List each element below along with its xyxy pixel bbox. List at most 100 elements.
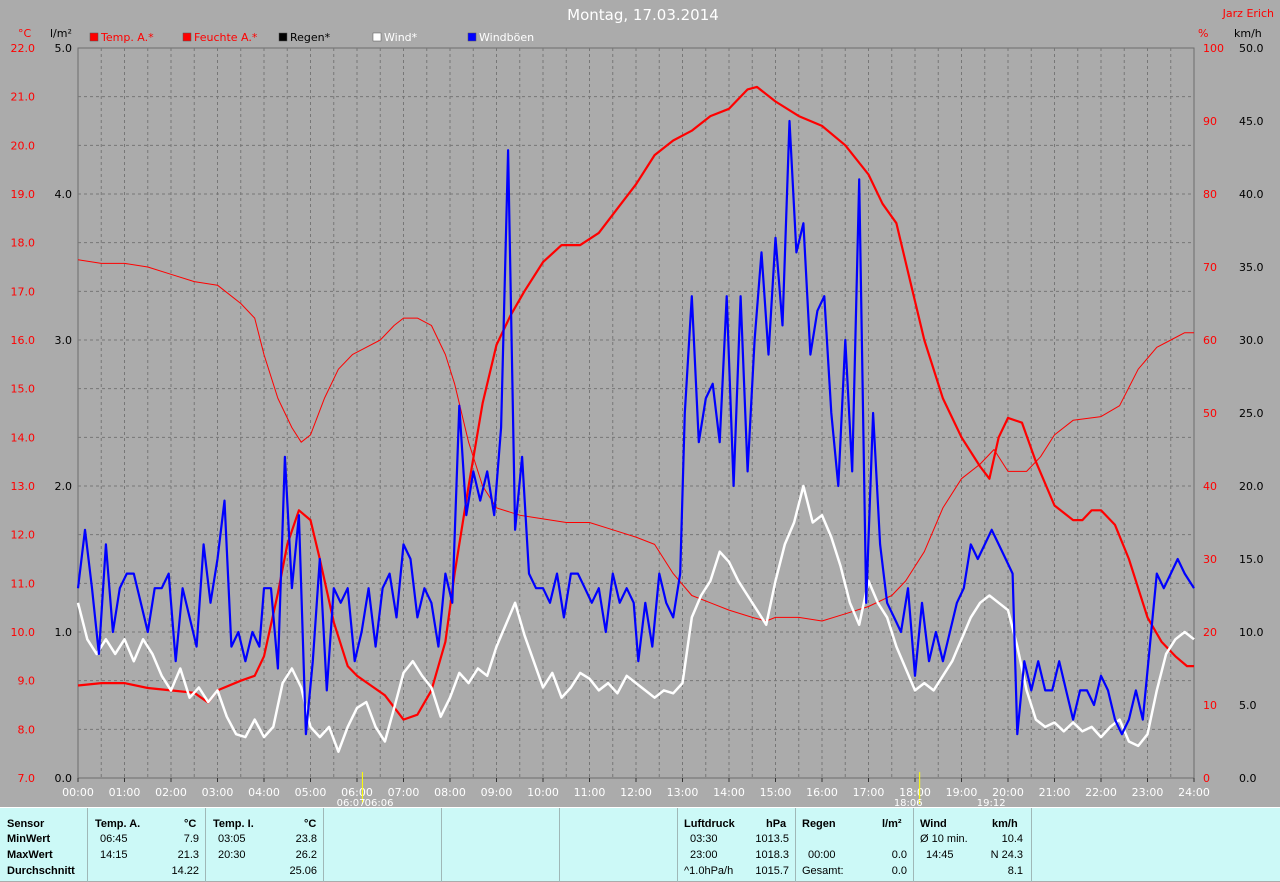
x-tick-label: 05:00 — [295, 786, 327, 799]
rain-tick-label: 4.0 — [55, 188, 73, 201]
x-tick-label: 20:00 — [992, 786, 1024, 799]
legend-label: Wind* — [384, 31, 418, 44]
temp-i-max-value: 26.2 — [295, 849, 317, 861]
pressure-max-time: 23:00 — [690, 849, 718, 861]
x-tick-label: 01:00 — [109, 786, 141, 799]
temp-tick-label: 17.0 — [11, 285, 36, 298]
rain-unit: l/m² — [882, 818, 902, 830]
wind-tick-label: 35.0 — [1239, 261, 1264, 274]
series-wind — [76, 484, 1195, 753]
x-tick-label: 10:00 — [527, 786, 559, 799]
marker-label: 18:06 — [894, 798, 923, 807]
wind-tick-label: 30.0 — [1239, 334, 1264, 347]
stats-temp-a-column: Temp. A. °C 06:45 7.9 14:15 21.3 14.22 — [88, 808, 206, 882]
stats-empty-column-3 — [560, 808, 678, 882]
chart-title: Montag, 17.03.2014 — [567, 6, 719, 24]
pressure-unit: hPa — [766, 818, 787, 830]
legend-swatch — [278, 32, 288, 42]
chart-axes: 00:00 01:00 02:00 03:00 04:00 05:00 06:00 07:00… — [11, 42, 1264, 799]
temp-tick-label: 20.0 — [11, 139, 36, 152]
unit-rain-label: l/m² — [50, 27, 72, 40]
legend-label: Regen* — [290, 31, 331, 44]
temp-tick-label: 21.0 — [11, 91, 36, 104]
x-tick-label: 14:00 — [713, 786, 745, 799]
temp-a-avg-value: 14.22 — [171, 865, 199, 877]
pressure-trend-label: ^1.0hPa/h — [684, 865, 734, 877]
x-tick-label: 15:00 — [760, 786, 792, 799]
x-tick-label: 17:00 — [853, 786, 885, 799]
pressure-min-value: 1013.5 — [755, 833, 789, 845]
temp-i-max-time: 20:30 — [218, 849, 246, 861]
rain-tick-label: 2.0 — [55, 480, 73, 493]
temp-i-header: Temp. I. — [213, 818, 254, 830]
series-windb-en — [76, 119, 1195, 736]
temp-a-unit: °C — [184, 818, 197, 830]
x-tick-label: 11:00 — [574, 786, 606, 799]
humidity-tick-label: 10 — [1203, 699, 1217, 712]
stats-wind-column: Wind km/h Ø 10 min. 10.4 14:45 N 24.3 8.… — [914, 808, 1032, 882]
unit-humidity-label: % — [1198, 27, 1208, 40]
humidity-tick-label: 70 — [1203, 261, 1217, 274]
stats-empty-column-2 — [442, 808, 560, 882]
x-tick-label: 13:00 — [667, 786, 699, 799]
unit-temp-label: °C — [18, 27, 32, 40]
wind-tick-label: 5.0 — [1239, 699, 1257, 712]
humidity-tick-label: 90 — [1203, 115, 1217, 128]
x-tick-label: 02:00 — [155, 786, 187, 799]
legend-label: Windböen — [479, 31, 534, 44]
humidity-tick-label: 40 — [1203, 480, 1217, 493]
min-row-label: MinWert — [7, 833, 51, 845]
pressure-min-time: 03:30 — [690, 833, 718, 845]
temp-tick-label: 13.0 — [11, 480, 36, 493]
rain-total-value: 0.0 — [891, 865, 907, 877]
unit-wind-label: km/h — [1234, 27, 1262, 40]
pressure-header: Luftdruck — [684, 818, 735, 830]
x-tick-label: 08:00 — [434, 786, 466, 799]
temp-i-avg-value: 25.06 — [289, 865, 317, 877]
temp-tick-label: 8.0 — [18, 723, 36, 736]
legend-swatch — [89, 32, 99, 42]
wind-unit: km/h — [992, 818, 1018, 830]
temp-tick-label: 15.0 — [11, 383, 36, 396]
legend-label: Feuchte A.* — [194, 31, 258, 44]
humidity-tick-label: 50 — [1203, 407, 1217, 420]
sensor-header: Sensor — [7, 818, 45, 830]
x-tick-label: 21:00 — [1039, 786, 1071, 799]
marker-label: 06:07 — [337, 798, 366, 807]
rain-max-time: 00:00 — [808, 849, 836, 861]
rain-max-value: 0.0 — [891, 849, 907, 861]
x-tick-label: 16:00 — [806, 786, 838, 799]
marker-label: 19:12 — [977, 798, 1006, 807]
chart-series — [76, 85, 1195, 753]
pressure-max-value: 1018.3 — [755, 849, 789, 861]
wind-avg-value: 10.4 — [1001, 833, 1023, 845]
x-tick-label: 00:00 — [62, 786, 94, 799]
x-tick-label: 22:00 — [1085, 786, 1117, 799]
x-tick-label: 24:00 — [1178, 786, 1210, 799]
temp-a-max-value: 21.3 — [177, 849, 199, 861]
temp-tick-label: 9.0 — [18, 675, 36, 688]
wind-header: Wind — [920, 818, 947, 830]
stats-pressure-column: Luftdruck hPa 03:30 1013.5 23:00 1018.3 … — [678, 808, 796, 882]
x-tick-label: 06:00 — [341, 786, 373, 799]
x-tick-label: 19:00 — [946, 786, 978, 799]
wind-tick-label: 0.0 — [1239, 772, 1257, 785]
stats-temp-i-column: Temp. I. °C 03:05 23.8 20:30 26.2 25.06 — [206, 808, 324, 882]
rain-tick-label: 3.0 — [55, 334, 73, 347]
humidity-tick-label: 80 — [1203, 188, 1217, 201]
wind-max-value: N 24.3 — [990, 849, 1023, 861]
wind-avg-label: Ø 10 min. — [920, 833, 968, 845]
temp-a-min-value: 7.9 — [183, 833, 199, 845]
humidity-tick-label: 100 — [1203, 42, 1224, 55]
temp-tick-label: 10.0 — [11, 626, 36, 639]
chart-header: Montag, 17.03.2014 Jarz Erich °C l/m² % … — [18, 6, 1274, 40]
avg-row-label: Durchschnitt — [7, 865, 75, 877]
temp-i-min-time: 03:05 — [218, 833, 246, 845]
temp-i-min-value: 23.8 — [295, 833, 317, 845]
pressure-trend-value: 1015.7 — [755, 865, 789, 877]
rain-tick-label: 1.0 — [55, 626, 73, 639]
temp-tick-label: 16.0 — [11, 334, 36, 347]
humidity-tick-label: 20 — [1203, 626, 1217, 639]
humidity-tick-label: 30 — [1203, 553, 1217, 566]
rain-tick-label: 5.0 — [55, 42, 73, 55]
